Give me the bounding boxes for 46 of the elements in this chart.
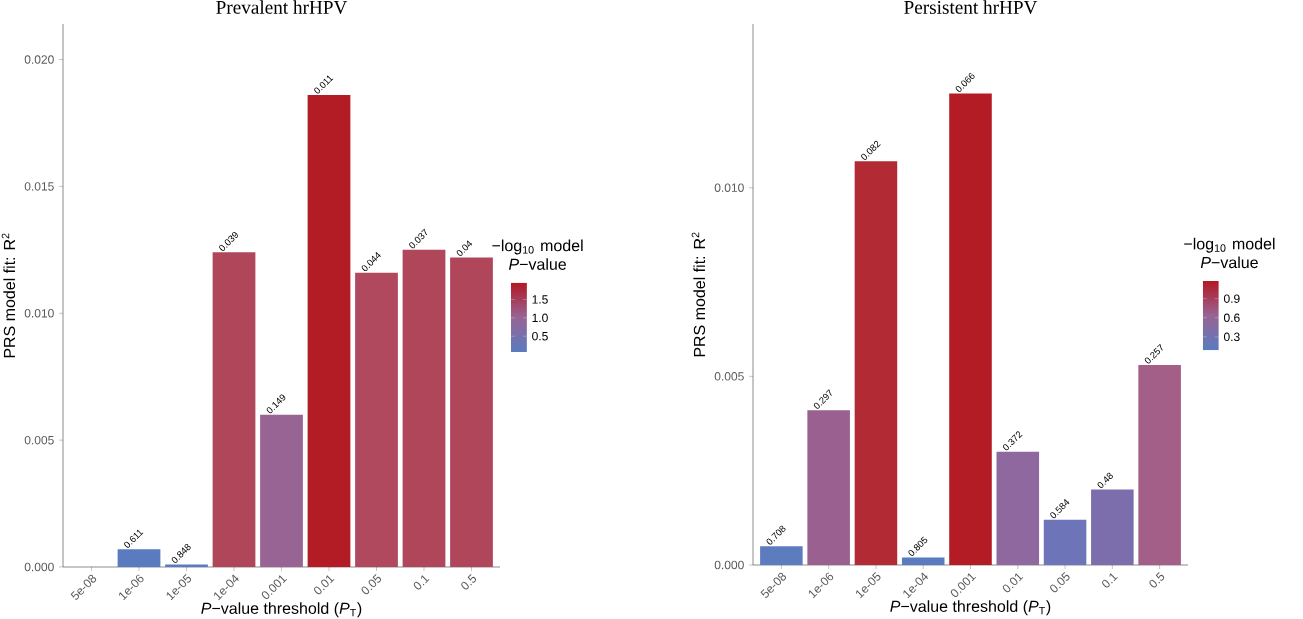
bar [355,272,398,567]
bar [901,557,945,565]
text: −log$_{10}$ model P−value [1184,237,1275,269]
x-tick-label: 0.01 [314,575,335,595]
x-tick-label: 0.1 [413,575,430,590]
y-axis-title: PRS model fit: R$^{2}$ [691,232,706,357]
y-tick-label: 0.020 [24,55,54,64]
bar [450,257,493,567]
bar [117,549,161,567]
bar [402,249,446,567]
x-tick-label: 0.5 [461,574,477,590]
x-axis-title: P−value threshold (P$_{T}$) [890,600,1051,616]
bar [212,252,256,567]
bar [996,451,1040,565]
color-bar-label: 0.6 [1223,313,1240,323]
y-tick-label: 0.015 [24,182,54,191]
chart-title: Persistent hrHPV [904,0,1038,14]
x-tick-label: 0.1 [1102,573,1118,588]
bar [260,414,303,567]
y-tick-label: 0.000 [714,560,744,570]
text: −log$_{10}$ model P−value [492,239,583,270]
y-tick-label: 0.005 [714,372,744,381]
color-bar-label: 0.5 [532,331,548,341]
color-bar-label: 1.5 [532,295,548,304]
bar [1138,365,1181,565]
x-tick-label: 0.01 [1002,573,1024,593]
color-bar-label: 1.0 [532,313,548,323]
color-bar-label: 0.3 [1223,332,1240,342]
bar [165,564,208,567]
y-tick-label: 0.010 [714,183,744,192]
chart-title: Prevalent hrHPV [216,0,348,14]
bar [807,410,850,565]
color-bar-label: 0.9 [1223,294,1240,303]
y-tick-label: 0.005 [24,435,54,445]
bar [949,93,992,565]
y-tick-label: 0.010 [24,309,54,318]
x-tick-label: 0.5 [1149,572,1165,588]
y-axis-title: PRS model fit: R$^{2}$ [1,233,16,358]
bar [760,546,803,565]
bar [854,161,898,565]
annotation: 0.48 [1097,472,1113,488]
x-axis-title: P−value threshold (P$_{T}$) [201,602,362,618]
y-tick-label: 0.000 [24,562,54,572]
bar [307,95,351,567]
bar [1043,519,1087,565]
bar [1091,489,1134,565]
